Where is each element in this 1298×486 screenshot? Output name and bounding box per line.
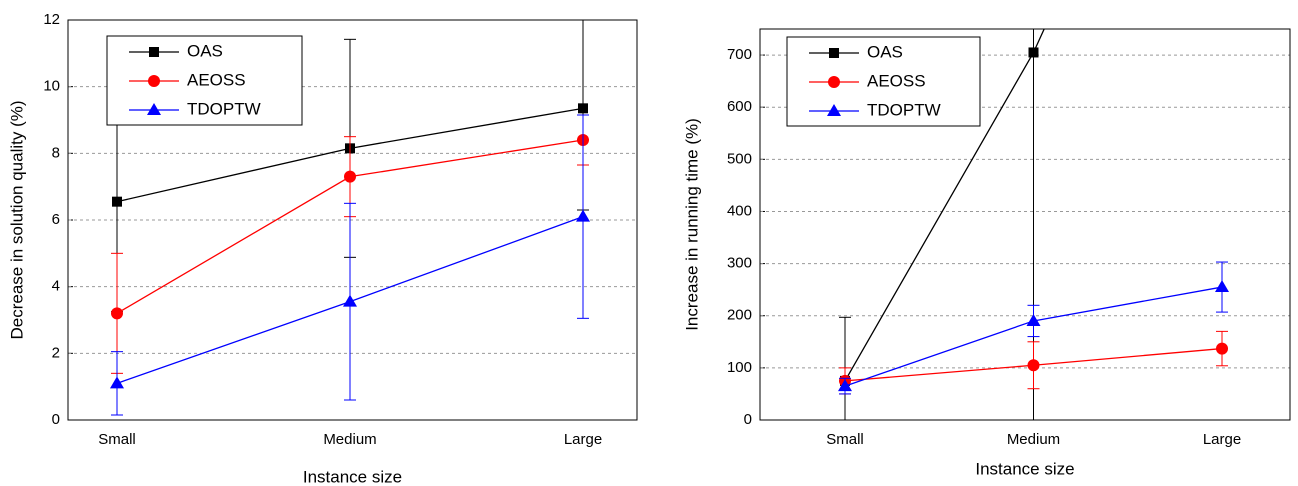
y-tick-label: 0 [52, 411, 60, 428]
y-tick-label: 0 [744, 411, 752, 428]
legend-marker [147, 103, 161, 115]
y-tick-label: 400 [727, 202, 752, 219]
y-tick-label: 8 [52, 144, 60, 161]
x-tick-label: Large [564, 431, 602, 448]
x-tick-label: Small [98, 431, 136, 448]
x-tick-label: Medium [1007, 431, 1060, 448]
y-tick-label: 100 [727, 359, 752, 376]
marker [1215, 280, 1229, 293]
legend-label: TDOPTW [187, 99, 261, 118]
x-axis-title: Instance size [303, 467, 402, 486]
marker [112, 196, 122, 207]
y-tick-label: 500 [727, 150, 752, 167]
marker [578, 103, 588, 114]
legend-label: OAS [867, 42, 903, 61]
marker [1026, 313, 1041, 326]
y-tick-label: 12 [43, 11, 60, 28]
marker [576, 209, 590, 222]
legend-marker [149, 47, 159, 57]
marker [110, 376, 124, 389]
y-tick-label: 700 [727, 46, 752, 63]
plot-area [110, 20, 590, 416]
y-tick-label: 2 [52, 344, 60, 361]
marker [1027, 359, 1040, 372]
marker [344, 170, 356, 183]
marker [1028, 47, 1039, 58]
legend-label: AEOSS [187, 70, 246, 89]
x-tick-label: Large [1203, 431, 1241, 448]
y-tick-label: 300 [727, 255, 752, 272]
y-tick-label: 10 [43, 78, 60, 95]
marker [838, 379, 852, 392]
marker [111, 307, 123, 320]
marker [343, 294, 357, 307]
legend-label: TDOPTW [867, 100, 941, 119]
legend-label: OAS [187, 41, 223, 60]
legend-label: AEOSS [867, 71, 926, 90]
y-tick-label: 4 [52, 278, 60, 295]
plot-frame [759, 28, 1291, 421]
plot-area [838, 29, 1229, 420]
x-tick-label: Small [826, 431, 864, 448]
legend-marker [827, 104, 841, 116]
y-tick-label: 200 [727, 307, 752, 324]
x-tick-label: Medium [323, 431, 376, 448]
plot-frame [67, 19, 638, 421]
legend-marker [828, 76, 840, 88]
y-axis-title: Increase in running time (%) [682, 118, 701, 331]
y-tick-label: 6 [52, 211, 60, 228]
y-axis-title: Decrease in solution quality (%) [7, 100, 26, 339]
y-tick-label: 600 [727, 98, 752, 115]
legend-marker [829, 48, 839, 58]
marker [1216, 342, 1228, 355]
legend-marker [148, 75, 160, 87]
x-axis-title: Instance size [975, 459, 1074, 478]
